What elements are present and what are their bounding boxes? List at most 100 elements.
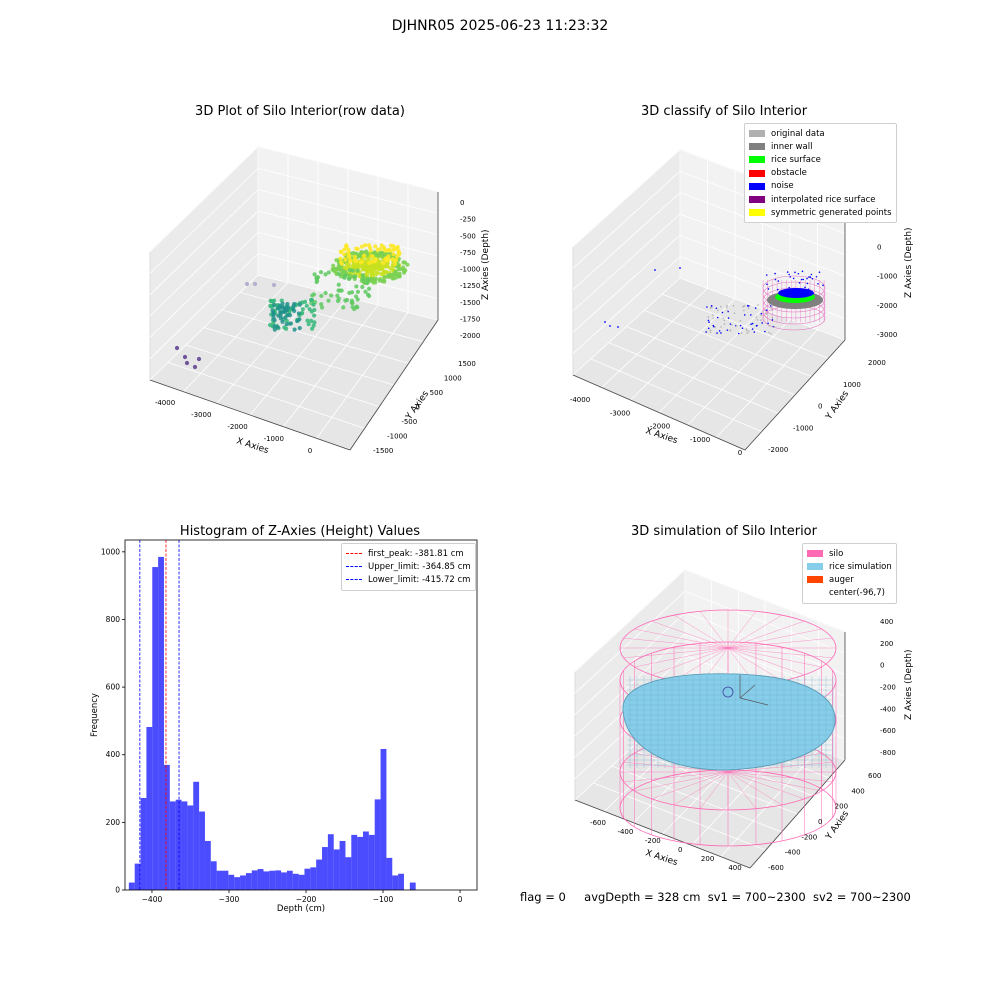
data-point [800,278,803,281]
legend-line-swatch [346,579,362,581]
silo-floor-spoke [623,761,729,773]
data-point [739,324,742,327]
data-point [770,332,772,335]
histogram-bar [392,875,399,890]
data-point [314,279,319,285]
z-tick-label: -400 [880,705,896,713]
data-point [384,258,389,263]
data-point [807,288,810,290]
data-point [275,325,280,330]
data-point [709,329,712,332]
legend-label: Upper_limit: -364.85 cm [368,561,471,572]
data-point [282,306,287,311]
data-point [726,304,728,307]
x-tick-label: -200 [645,837,661,845]
silo-floor-spoke [727,771,833,783]
z-tick-label: 400 [880,618,893,626]
data-point [345,262,350,267]
data-point [756,319,759,321]
z-tick-label: -250 [460,216,476,224]
histogram-legend: first_peak: -381.81 cm Upper_limit: -364.… [341,543,476,591]
histogram-bar [351,834,358,890]
grid-line [572,213,681,312]
legend-entry: interpolated rice surface [749,193,892,206]
data-point [617,326,619,328]
data-point [342,265,347,270]
data-point [392,272,398,277]
data-point [336,272,342,277]
data-point [731,323,733,326]
z-tick-label: -1500 [460,299,480,307]
data-point [319,305,325,310]
data-point [381,245,386,250]
histogram-bar [187,805,194,890]
data-point [352,265,357,270]
legend-label: interpolated rice surface [771,194,876,205]
x-tick-label: -3000 [610,409,630,417]
data-point [720,326,722,328]
histogram-bar [286,870,293,890]
y-tick-label: -1000 [793,424,813,432]
y-tick-label: 0 [416,404,420,412]
legend-swatch [749,130,765,138]
data-point [302,299,308,304]
y-tick-label: -2000 [768,446,788,454]
data-point [748,305,750,307]
silo-floor-spoke [634,771,729,792]
silo-roof-spoke [727,614,783,649]
legend-entry: rice surface [749,153,892,166]
data-point [654,269,656,271]
data-point [360,284,365,290]
data-point [336,296,341,301]
legend-label: center(-96,7) [829,588,885,599]
data-point [395,244,400,250]
status-flag: flag = 0 [520,890,566,904]
silo-floor-spoke [727,771,783,806]
data-point [707,316,710,318]
y-tick-label: 1000 [444,375,462,383]
histogram-bar [257,869,264,890]
data-point [768,325,771,327]
legend-swatch [749,156,765,164]
data-point [792,277,795,280]
data-point [767,288,770,290]
data-point [706,306,708,308]
data-point [366,243,372,248]
data-point [341,305,346,310]
grid-line [572,149,681,248]
data-point [373,257,378,262]
histogram-bars [128,556,416,890]
y-tick-label: 600 [868,772,881,780]
silo-roof-spoke [727,647,783,682]
histogram-bar [333,849,340,890]
panel3-title: Histogram of Z-Axies (Height) Values [179,524,421,539]
data-point [376,261,381,266]
y-tick-label: 600 [106,683,121,692]
data-point [339,249,344,254]
silo-roof-spoke [727,611,757,649]
histogram-bar [368,834,375,890]
data-point [352,251,358,256]
histogram-bar [304,868,311,890]
data-point [729,323,732,325]
data-point [609,325,611,327]
grid-line [574,569,686,673]
data-point [390,276,395,281]
histogram-bar [275,870,282,890]
data-point [401,265,406,270]
data-point [357,274,362,279]
legend-swatch [749,182,765,190]
data-point [354,284,359,289]
data-point [750,314,752,316]
z-tick-label: -200 [880,684,896,692]
data-point [604,321,606,323]
legend-label: silo [829,548,844,559]
data-point [712,317,715,320]
data-point [733,312,736,314]
data-point [743,309,745,312]
legend-swatch [807,550,823,558]
silo-floor-spoke [699,771,729,809]
histogram-bar [339,840,346,890]
data-point [311,302,316,307]
